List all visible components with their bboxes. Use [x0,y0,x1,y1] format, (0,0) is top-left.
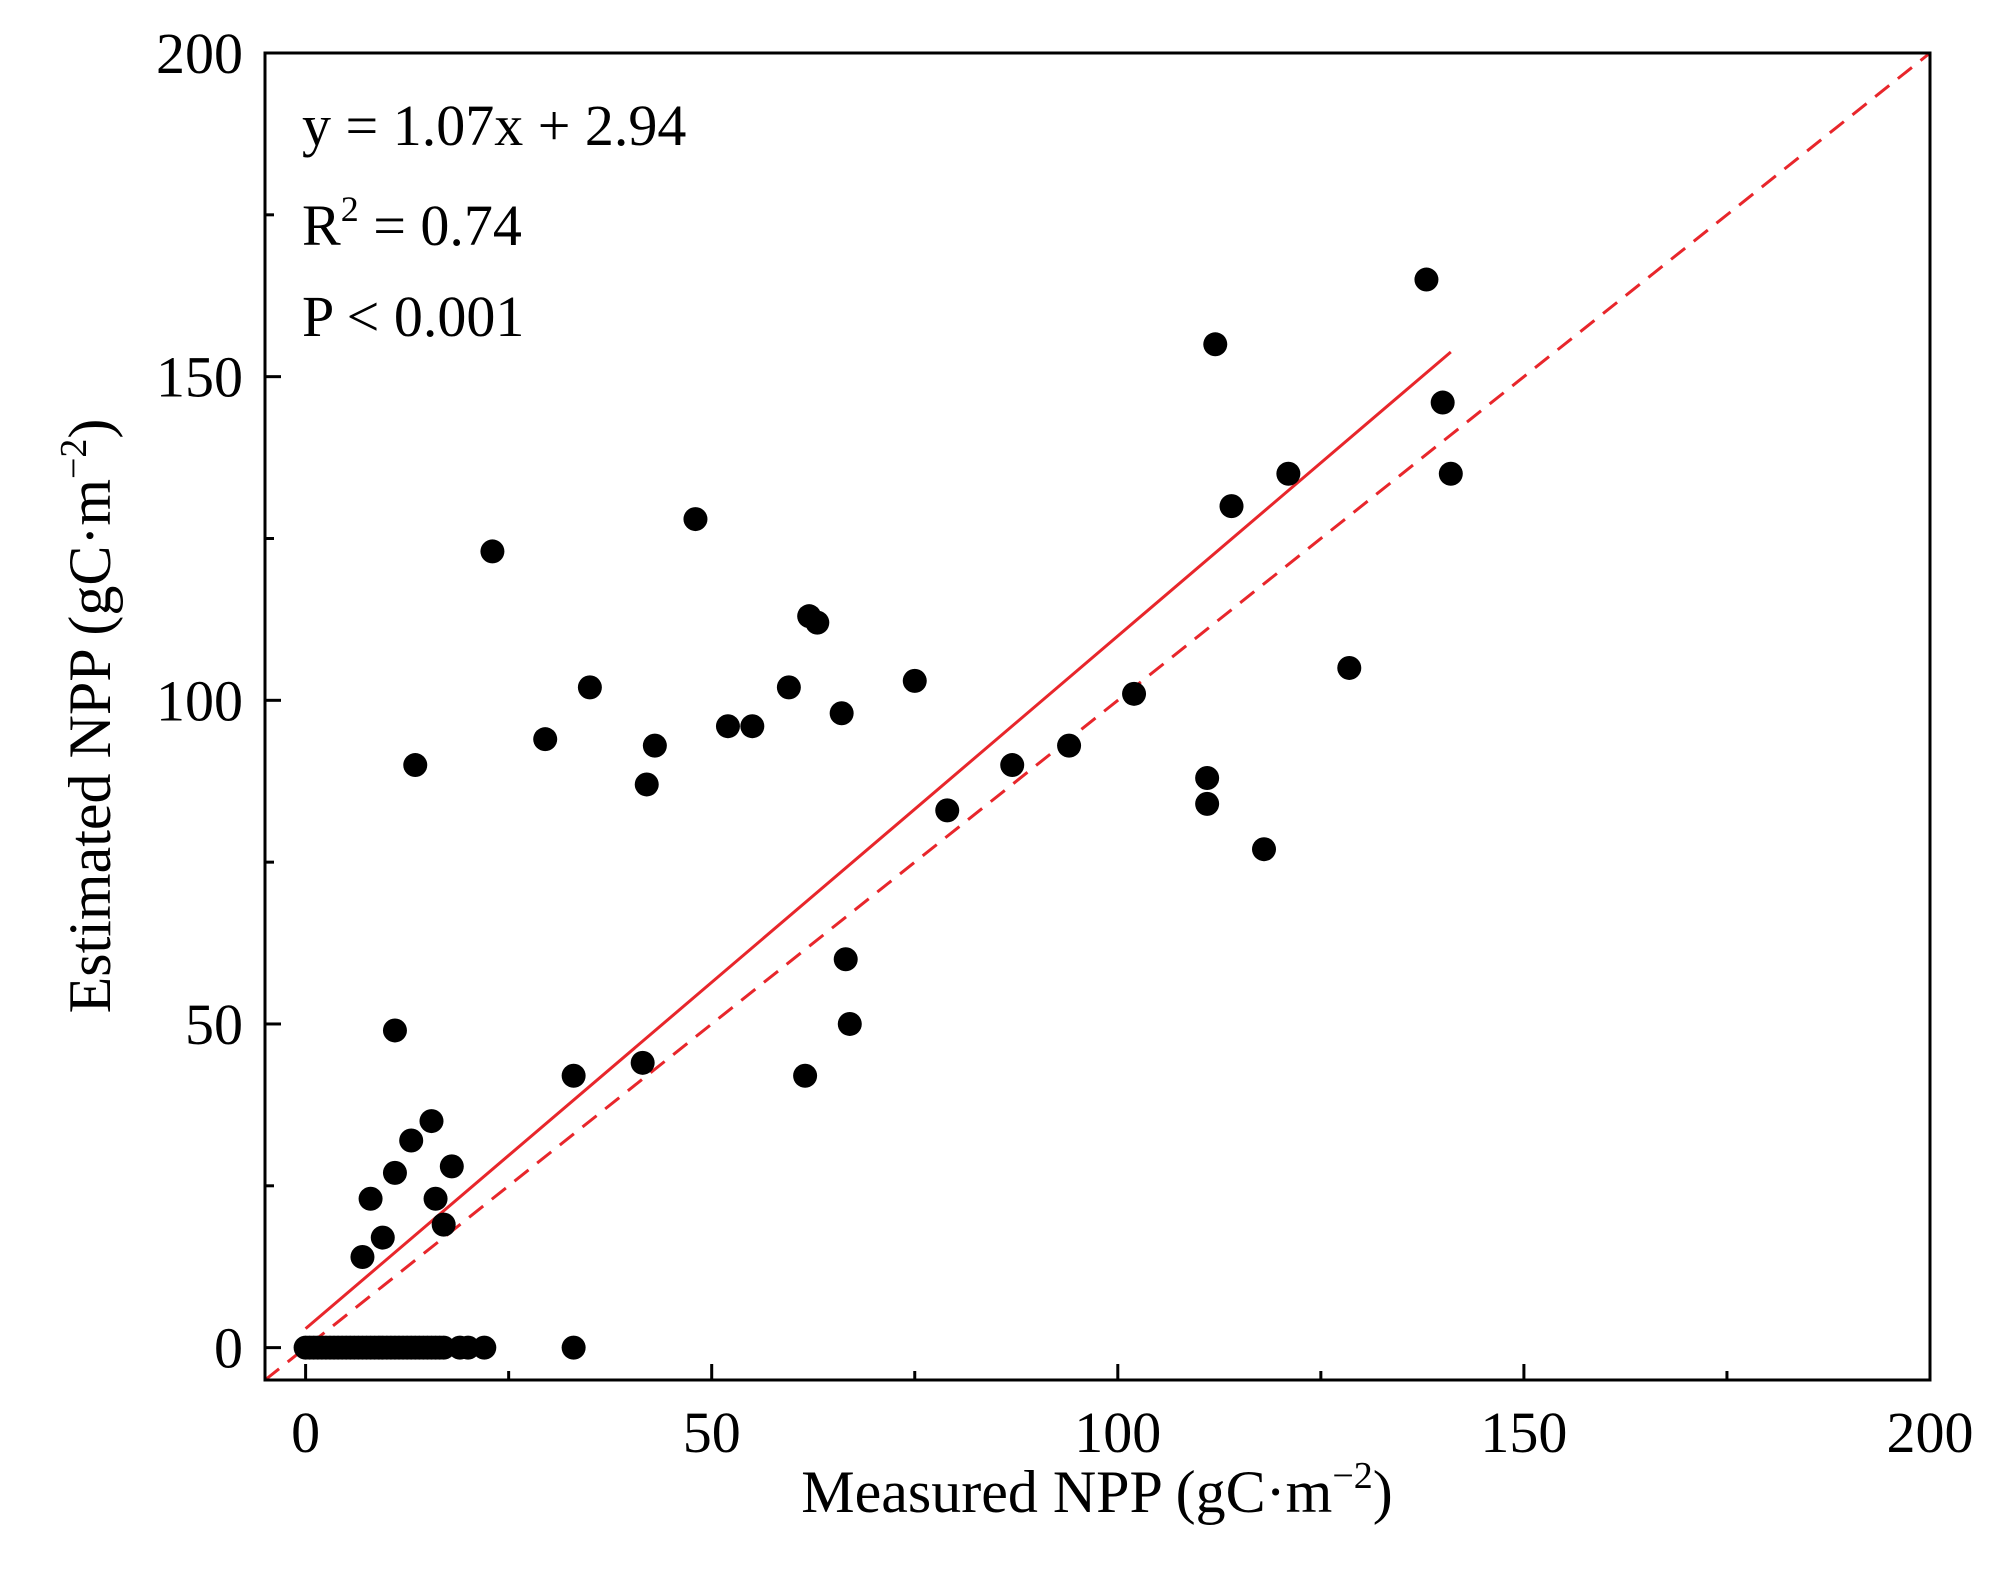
data-point [423,1186,448,1211]
one-to-one-line [264,51,1931,1382]
data-point [561,1335,586,1360]
reference-lines [264,51,1931,1382]
data-point [630,1050,655,1075]
data-point [715,714,740,739]
x-axis-title-close: ) [1373,1459,1393,1525]
y-tick-label: 0 [214,1316,243,1381]
y-axis-title: Estimated NPP (gC·m−2) [53,419,123,1014]
x-tick-label: 150 [1480,1400,1567,1465]
data-point [399,1128,424,1153]
data-point [1203,332,1228,357]
data-point [793,1063,818,1088]
r2-superscript: 2 [341,189,359,229]
y-axis-title-superscript: −2 [53,439,95,479]
data-point [1122,681,1147,706]
data-point [1000,753,1025,778]
plot-frame [263,51,1932,1382]
data-point [740,714,765,739]
r2-prefix: R [302,193,341,258]
x-tick-label: 50 [683,1400,741,1465]
r-squared-label: R2 = 0.74 [302,189,522,258]
data-point [431,1212,456,1237]
data-point [472,1335,497,1360]
y-axis-title-text: Estimated NPP (gC·m [57,479,123,1013]
data-point [350,1245,375,1270]
data-point [634,772,659,797]
r2-value: = 0.74 [359,193,522,258]
x-axis-title-superscript: −2 [1332,1455,1372,1497]
data-point [403,753,428,778]
data-point [382,1018,407,1043]
x-tick-label: 200 [1887,1400,1974,1465]
y-tick-label: 50 [185,992,243,1057]
y-tick-label: 100 [156,668,243,733]
data-point [1195,791,1220,816]
data-point [1337,655,1362,680]
equation-label: y = 1.07x + 2.94 [302,93,686,158]
data-points [293,267,1463,1360]
data-point [480,539,505,564]
data-point [642,733,667,758]
data-point [683,507,708,532]
data-point [776,675,801,700]
data-point [1414,267,1439,292]
data-point [1438,461,1463,486]
data-point [1057,733,1082,758]
p-value-label: P < 0.001 [302,284,524,349]
data-point [829,701,854,726]
data-point [805,610,830,635]
x-tick-label: 100 [1074,1400,1161,1465]
y-tick-label: 150 [156,345,243,410]
data-point [1276,461,1301,486]
data-point [561,1063,586,1088]
data-point [419,1109,444,1134]
data-point [837,1011,862,1036]
x-axis-title: Measured NPP (gC·m−2) [801,1455,1393,1525]
y-axis-title-close: ) [57,419,123,439]
data-point [935,798,960,823]
data-point [1219,494,1244,519]
data-point [533,727,558,752]
data-point [358,1186,383,1211]
x-axis-title-text: Measured NPP (gC·m [801,1459,1332,1525]
data-point [1195,765,1220,790]
data-point [382,1160,407,1185]
data-point [1252,837,1276,862]
x-tick-label: 0 [291,1400,320,1465]
data-point [370,1225,395,1250]
regression-line [304,350,1452,1330]
y-tick-label: 200 [156,21,243,86]
data-point [577,675,602,700]
data-point [1430,390,1455,415]
axis-ticks: 0 50 100 150 200 0 50 100 150 200 [156,21,1974,1465]
data-point [439,1154,464,1179]
data-point [833,947,858,972]
data-point [902,668,927,693]
